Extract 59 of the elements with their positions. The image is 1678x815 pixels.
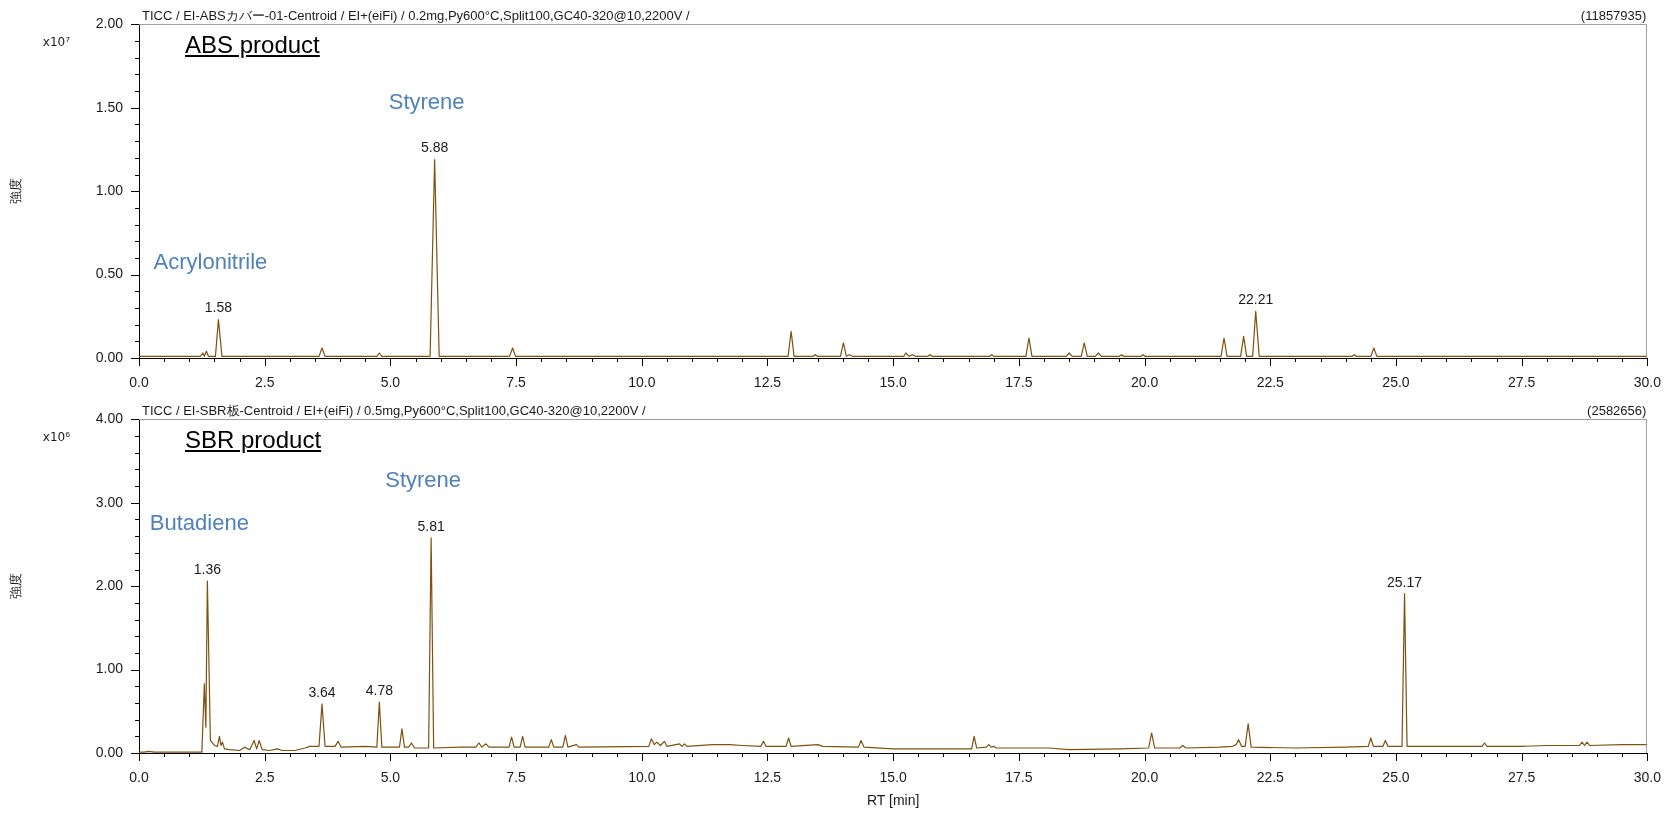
- x-tick-label: 10.0: [628, 374, 656, 391]
- x-tick-label: 30.0: [1633, 769, 1662, 786]
- annotation: 1.58: [204, 299, 233, 316]
- y-tick-label: 2.00: [95, 15, 124, 32]
- x-tick-label: 12.5: [753, 374, 782, 391]
- y-axis-title: 強度: [8, 178, 24, 205]
- x-tick-label: 27.5: [1508, 374, 1536, 391]
- chart-title: ABS product: [185, 31, 320, 59]
- x-tick-label: 17.5: [1005, 374, 1033, 391]
- text: x10⁷: [42, 34, 71, 49]
- x-tick-label: 20.0: [1130, 374, 1159, 391]
- x-tick-label: 2.5: [254, 769, 275, 786]
- chart-subtitle: TICC / EI-SBR板-Centroid / EI+(eiFi) / 0.5mg,Py600°C,Split100,GC40-320@10,2200V /: [142, 402, 646, 418]
- annotation: Styrene: [388, 88, 465, 114]
- y-tick-label: 1.50: [95, 98, 124, 115]
- x-tick-label: 5.0: [380, 374, 401, 391]
- x-tick-label: 7.5: [506, 769, 527, 786]
- y-tick-label: 1.00: [95, 660, 124, 677]
- x-tick-label: 15.0: [879, 769, 908, 786]
- x-tick-label: 22.5: [1256, 374, 1285, 391]
- annotation: 22.21: [1238, 291, 1274, 308]
- x-tick-label: 0.0: [129, 374, 149, 391]
- y-tick-label: 0.00: [95, 743, 124, 760]
- x-tick-label: 25.0: [1382, 769, 1410, 786]
- annotation: Acrylonitrile: [153, 248, 268, 274]
- y-tick-label: 3.00: [95, 493, 124, 510]
- x-tick-label: 0.0: [129, 769, 149, 786]
- x-tick-label: 30.0: [1633, 374, 1662, 391]
- y-tick-label: 2.00: [95, 577, 124, 594]
- annotation: 25.17: [1387, 573, 1423, 590]
- chart-title: SBR product: [185, 426, 322, 454]
- x-tick-label: 2.5: [254, 374, 275, 391]
- annotation: 3.64: [308, 683, 336, 700]
- x-tick-label: 12.5: [753, 769, 782, 786]
- x-tick-label: 17.5: [1005, 769, 1033, 786]
- annotation: Butadiene: [149, 510, 249, 536]
- x-tick-label: 27.5: [1508, 769, 1536, 786]
- x-tick-label: 15.0: [879, 374, 908, 391]
- x-tick-label: 7.5: [506, 374, 527, 391]
- x-tick-label: 5.0: [380, 769, 401, 786]
- y-tick-label: 4.00: [95, 410, 124, 427]
- x-tick-label: 22.5: [1256, 769, 1285, 786]
- annotation: Styrene: [385, 466, 462, 492]
- y-tick-label: 1.00: [95, 182, 124, 199]
- x-tick-label: 20.0: [1130, 769, 1159, 786]
- text: x10⁶: [42, 429, 71, 444]
- annotation: 5.81: [417, 517, 445, 534]
- annotation: 4.78: [365, 681, 394, 698]
- x-tick-label: 10.0: [628, 769, 656, 786]
- x-tick-label: 25.0: [1382, 374, 1410, 391]
- text: (11857935): [1580, 7, 1647, 23]
- x-axis-title: RT [min]: [866, 792, 920, 809]
- annotation: 5.88: [421, 139, 449, 156]
- y-tick-label: 0.00: [95, 348, 124, 365]
- annotation: 1.36: [193, 561, 222, 578]
- y-tick-label: 0.50: [95, 265, 124, 282]
- y-axis-title: 強度: [8, 573, 24, 600]
- text: (2582656): [1587, 402, 1647, 418]
- chart-subtitle: TICC / EI-ABSカバー-01-Centroid / EI+(eiFi) / 0.2mg,Py600°C,Split100,GC40-320@10,2200V /: [142, 7, 691, 23]
